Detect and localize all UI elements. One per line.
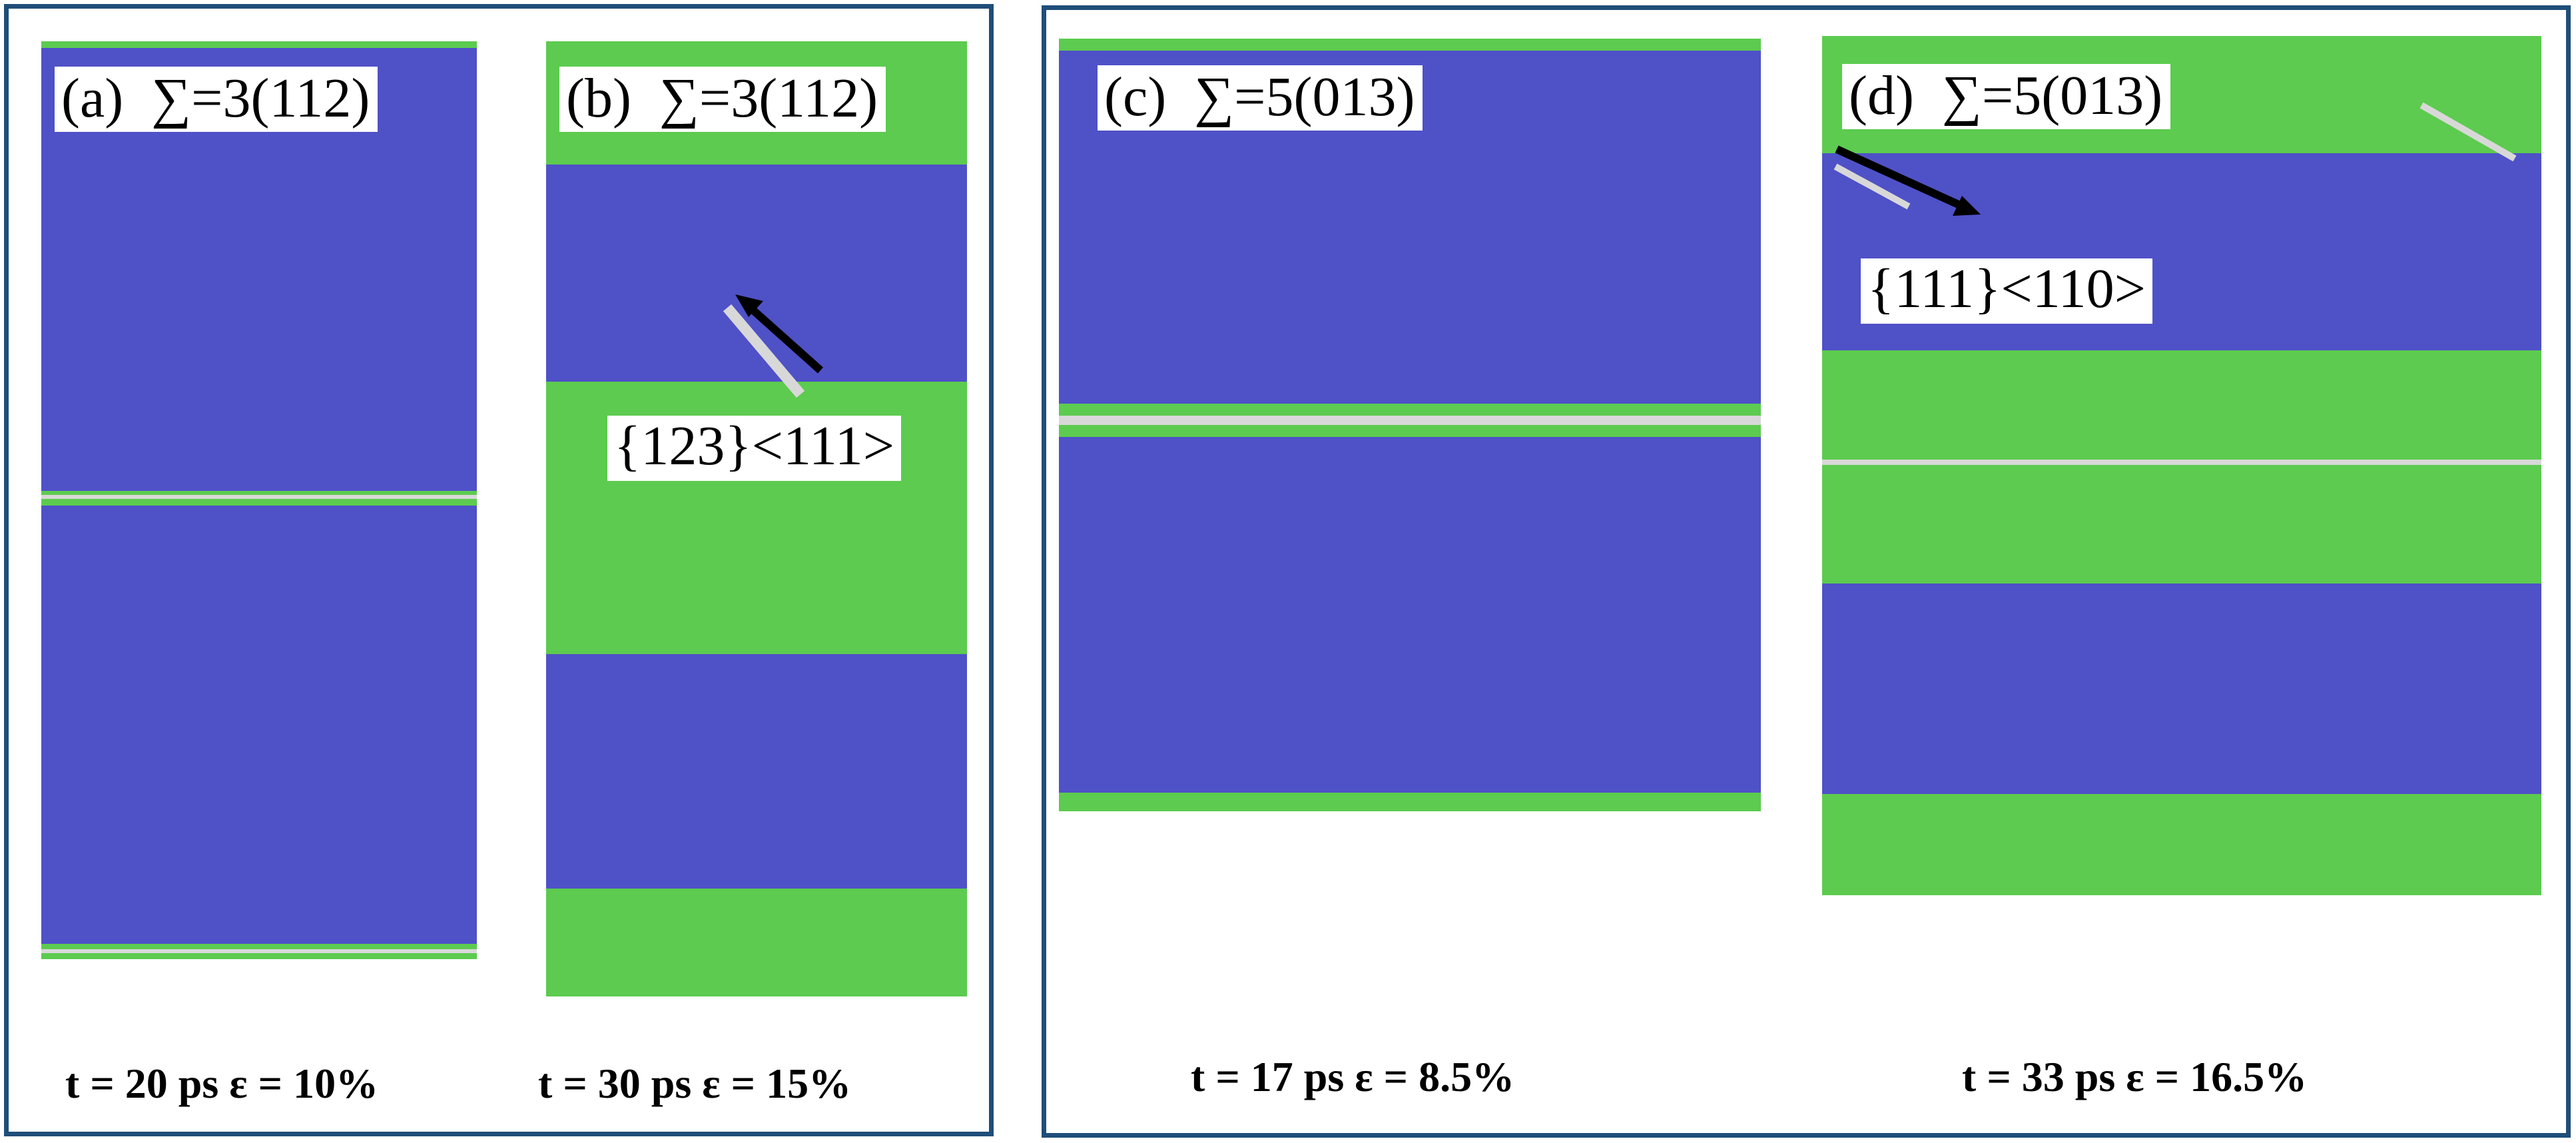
fcc-edge-top — [41, 41, 477, 48]
slip-trace-left — [1833, 163, 1911, 210]
panel-b-arrow — [735, 294, 823, 374]
bcc-band-lower — [1822, 583, 2541, 794]
panel-c-id: (c) — [1104, 66, 1167, 128]
panel-a-label: (a) ∑=3(112) — [55, 67, 378, 132]
slip-trace-upper — [2419, 102, 2517, 162]
panel-c-label: (c) ∑=5(013) — [1098, 65, 1423, 131]
fcc-edge-bottom — [1059, 793, 1761, 811]
grain-boundary-core — [41, 495, 477, 499]
panel-d-caption: t = 33 ps ε = 16.5% — [1962, 1053, 2308, 1100]
panel-d-boundary: ∑=5(013) — [1941, 65, 2163, 127]
panel-a-image — [41, 41, 477, 959]
panel-c-caption: t = 17 ps ε = 8.5% — [1191, 1053, 1515, 1100]
panel-b-atomistic-snapshot — [546, 41, 967, 996]
panel-c-boundary: ∑=5(013) — [1194, 66, 1415, 128]
panel-d-atomistic-snapshot — [1822, 36, 2541, 895]
panel-b-image — [546, 41, 967, 996]
panel-d-arrow — [1835, 145, 1981, 216]
panel-b-label: (b) ∑=3(112) — [559, 67, 886, 132]
panel-a-caption: t = 20 ps ε = 10% — [65, 1060, 379, 1107]
panel-a-id: (a) — [61, 67, 124, 129]
fcc-edge-top — [1059, 39, 1761, 51]
panel-a-boundary: ∑=3(112) — [151, 67, 370, 129]
panel-b-boundary: ∑=3(112) — [659, 67, 878, 129]
panel-d-id: (d) — [1849, 65, 1914, 127]
panel-d-label: (d) ∑=5(013) — [1842, 64, 2171, 129]
panel-d-image — [1822, 36, 2541, 895]
panel-c-image — [1059, 39, 1761, 811]
panel-d-slip-system: {111}<110> — [1861, 258, 2153, 324]
grain-boundary-core — [1822, 460, 2541, 465]
grain-boundary-core — [1059, 416, 1761, 425]
panel-a-atomistic-snapshot — [41, 41, 477, 959]
panel-b-caption: t = 30 ps ε = 15% — [538, 1060, 852, 1107]
panel-b-slip-system: {123}<111> — [607, 416, 902, 481]
panel-b-id: (b) — [566, 67, 631, 129]
slip-trace — [723, 304, 805, 398]
panel-c-atomistic-snapshot — [1059, 39, 1761, 811]
bcc-band-lower — [546, 654, 967, 889]
bottom-edge-core — [41, 949, 477, 953]
